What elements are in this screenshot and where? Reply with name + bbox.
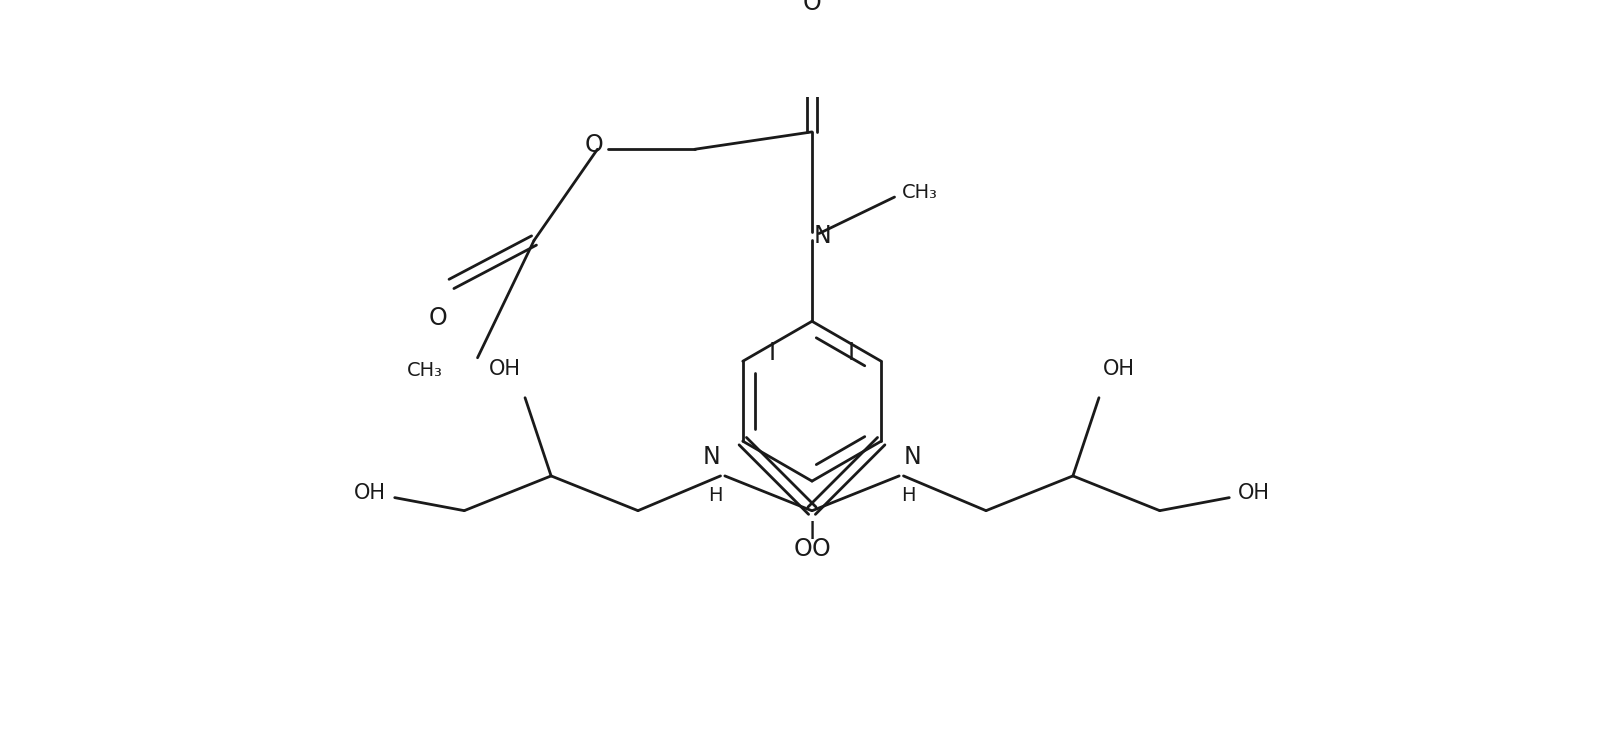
Text: OH: OH (1237, 483, 1269, 503)
Text: O: O (428, 306, 448, 329)
Text: N: N (813, 224, 831, 248)
Text: CH₃: CH₃ (901, 184, 936, 202)
Text: CH₃: CH₃ (407, 361, 443, 380)
Text: OH: OH (489, 359, 521, 379)
Text: O: O (802, 0, 821, 15)
Text: O: O (812, 536, 829, 561)
Text: I: I (808, 520, 815, 544)
Text: N: N (703, 445, 721, 469)
Text: I: I (768, 340, 776, 365)
Text: O: O (584, 133, 604, 157)
Text: O: O (794, 536, 812, 561)
Text: N: N (902, 445, 920, 469)
Text: OH: OH (1102, 359, 1134, 379)
Text: OH: OH (354, 483, 386, 503)
Text: H: H (901, 486, 915, 505)
Text: H: H (708, 486, 722, 505)
Text: I: I (847, 340, 855, 365)
